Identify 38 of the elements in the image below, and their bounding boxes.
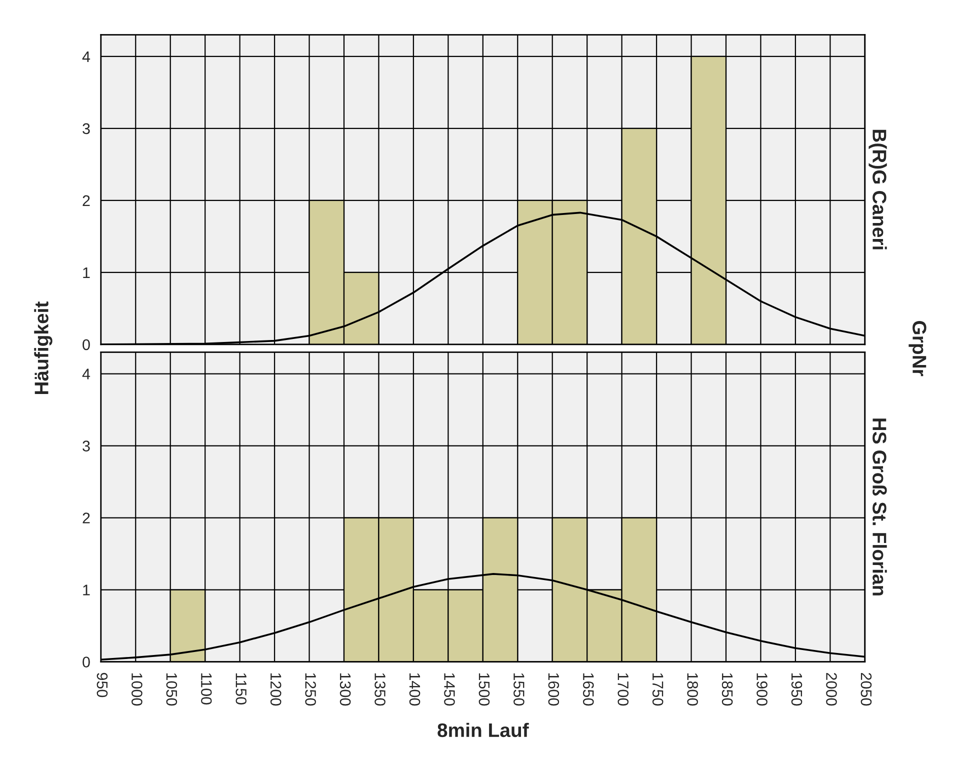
y-tick-label: 0	[82, 656, 90, 668]
x-tick-label: 1950	[791, 673, 802, 706]
y-tick-label: 0	[82, 339, 90, 350]
x-tick-label: 1550	[514, 673, 524, 706]
x-axis-title: 8min Lauf	[438, 722, 529, 738]
x-tick-label: 1650	[582, 673, 594, 706]
y-tick-label: 1	[83, 584, 90, 596]
y-tick-label: 4	[82, 51, 90, 62]
x-tick-label: 2050	[860, 672, 872, 706]
x-tick-label: 1150	[236, 673, 247, 704]
x-tick-label: 950	[96, 672, 108, 698]
x-tick-label: 1250	[305, 673, 316, 706]
x-tick-label: 1700	[618, 673, 629, 706]
x-tick-label: 1900	[756, 673, 768, 706]
x-tick-label: 1800	[687, 673, 698, 706]
x-tick-label: 1600	[548, 673, 560, 706]
x-tick-label: 1200	[270, 673, 282, 706]
x-tick-label: 1300	[340, 673, 351, 706]
text: HS Groß St. Florian	[872, 418, 887, 596]
y-tick-label: 2	[82, 195, 90, 206]
text: B(R)G Caneri	[868, 130, 887, 250]
x-tick-label: 2000	[826, 672, 837, 706]
text: GrpNr	[908, 321, 926, 376]
x-tick-label: 1100	[200, 673, 212, 704]
x-tick-label: 1050	[166, 673, 178, 706]
y-tick-label: 4	[82, 368, 90, 380]
y-axis-title: Häufigkeit	[34, 302, 52, 394]
x-tick-label: 1750	[652, 673, 664, 706]
x-tick-label: 1450	[444, 673, 455, 706]
x-tick-label: 1350	[374, 673, 386, 706]
y-tick-label: 3	[82, 123, 90, 134]
x-tick-label: 1500	[478, 673, 490, 706]
y-tick-label: 3	[82, 440, 90, 452]
x-tick-label: 1400	[409, 673, 420, 706]
y-tick-label: 2	[82, 512, 90, 524]
x-tick-label: 1850	[722, 673, 733, 706]
y-tick-label: 1	[83, 267, 90, 278]
x-tick-label: 1000	[132, 673, 142, 706]
